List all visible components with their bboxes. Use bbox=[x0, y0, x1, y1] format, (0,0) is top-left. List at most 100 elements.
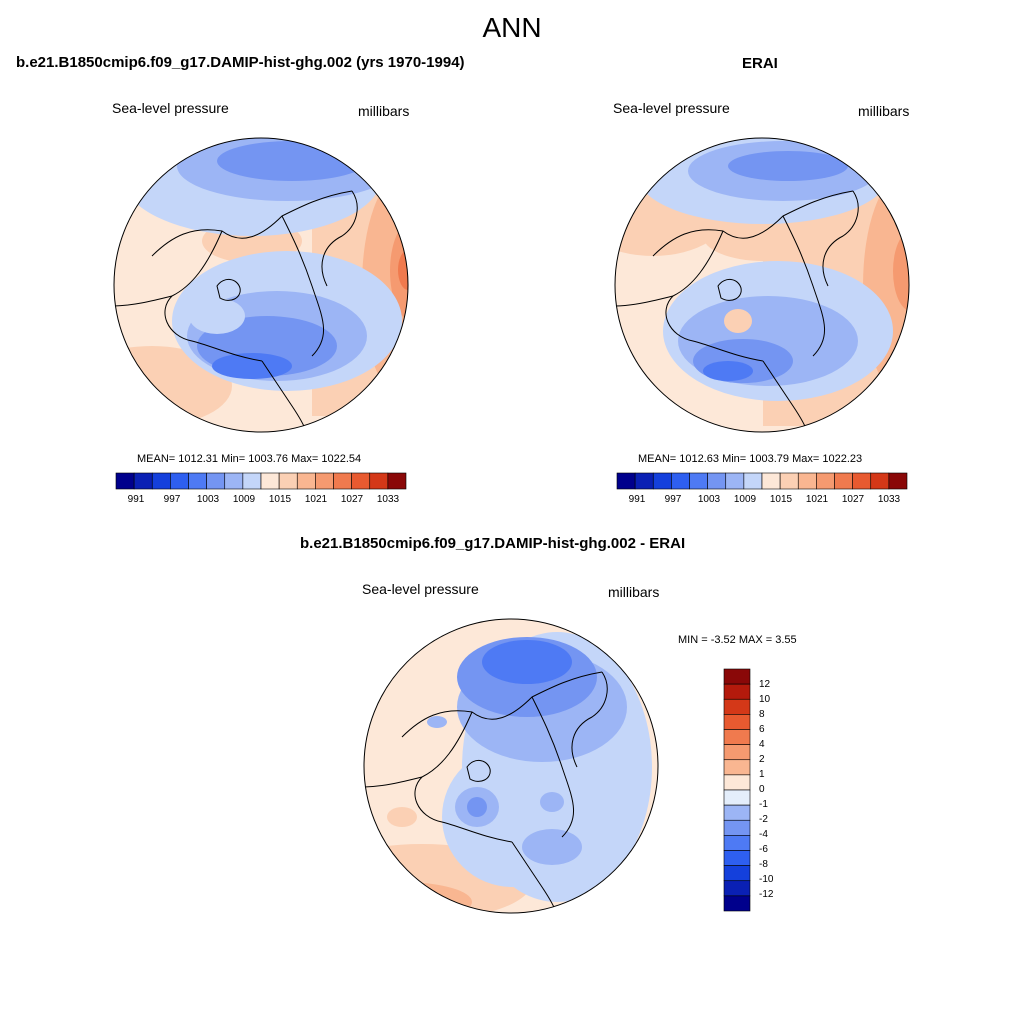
panel-1-title: b.e21.B1850cmip6.f09_g17.DAMIP-hist-ghg.… bbox=[16, 54, 465, 71]
colorbar-tick: 8 bbox=[759, 709, 765, 720]
colorbar-tick: 1003 bbox=[697, 494, 721, 505]
colorbar-swatch bbox=[816, 472, 835, 490]
colorbar-tick: -4 bbox=[759, 829, 768, 840]
colorbar-swatch bbox=[689, 472, 708, 490]
colorbar-tick: 1033 bbox=[376, 494, 400, 505]
colorbar-swatch bbox=[671, 472, 690, 490]
colorbar-tick: -6 bbox=[759, 844, 768, 855]
colorbar-tick: 12 bbox=[759, 679, 771, 690]
colorbar-swatch bbox=[634, 472, 654, 490]
colorbar-swatch bbox=[224, 472, 244, 490]
colorbar-swatch bbox=[870, 472, 890, 490]
panel-2-title: ERAI bbox=[742, 55, 778, 72]
colorbar-tick: 1021 bbox=[805, 494, 829, 505]
colorbar-tick: 4 bbox=[759, 739, 765, 750]
colorbar-swatch bbox=[723, 835, 751, 851]
colorbar-swatch bbox=[260, 472, 280, 490]
panel-1-polar-map bbox=[113, 137, 409, 433]
colorbar-swatch bbox=[723, 714, 751, 730]
colorbar-tick: 6 bbox=[759, 724, 765, 735]
colorbar-swatch bbox=[723, 759, 751, 776]
colorbar-swatch bbox=[278, 472, 298, 490]
panel-2-stats: MEAN= 1012.63 Min= 1003.79 Max= 1022.23 bbox=[638, 453, 863, 465]
colorbar-tick: 1027 bbox=[841, 494, 865, 505]
colorbar-tick: -2 bbox=[759, 814, 768, 825]
panel-3-colorbar bbox=[723, 668, 751, 912]
colorbar-swatch bbox=[652, 472, 672, 490]
colorbar-tick: 1009 bbox=[733, 494, 757, 505]
colorbar-tick: 997 bbox=[163, 494, 181, 505]
colorbar-swatch bbox=[115, 472, 135, 490]
colorbar-swatch bbox=[723, 789, 751, 806]
colorbar-swatch bbox=[723, 698, 751, 715]
panel-2-polar-map bbox=[614, 137, 910, 433]
colorbar-swatch bbox=[723, 819, 751, 836]
colorbar-swatch bbox=[351, 472, 371, 490]
panel-1-units: millibars bbox=[358, 103, 410, 119]
colorbar-swatch bbox=[761, 472, 781, 490]
colorbar-tick: 2 bbox=[759, 754, 765, 765]
panel-1-colorbar-ticks: 991 997 1003 1009 1015 1021 1027 1033 bbox=[116, 494, 406, 508]
colorbar-tick: -8 bbox=[759, 859, 768, 870]
panel-3-stats: MIN = -3.52 MAX = 3.55 bbox=[678, 634, 797, 646]
colorbar-swatch bbox=[834, 472, 853, 490]
colorbar-tick: 10 bbox=[759, 694, 771, 705]
colorbar-tick: 1027 bbox=[340, 494, 364, 505]
panel-3-units: millibars bbox=[608, 584, 660, 600]
colorbar-swatch bbox=[723, 683, 751, 700]
colorbar-swatch bbox=[888, 472, 908, 490]
colorbar-tick: 1033 bbox=[877, 494, 901, 505]
colorbar-tick: -1 bbox=[759, 799, 768, 810]
colorbar-swatch bbox=[170, 472, 189, 490]
colorbar-swatch bbox=[133, 472, 153, 490]
colorbar-swatch bbox=[333, 472, 352, 490]
colorbar-swatch bbox=[723, 850, 751, 866]
colorbar-swatch bbox=[188, 472, 207, 490]
colorbar-tick: 991 bbox=[628, 494, 646, 505]
colorbar-swatch bbox=[151, 472, 171, 490]
colorbar-tick: -10 bbox=[759, 874, 774, 885]
panel-3-colorbar-ticks: 12 10 8 6 4 2 1 0 -1 -2 -4 -6 -8 -10 -12 bbox=[759, 669, 799, 911]
colorbar-swatch bbox=[387, 472, 407, 490]
colorbar-swatch bbox=[725, 472, 745, 490]
colorbar-tick: 991 bbox=[127, 494, 145, 505]
colorbar-swatch bbox=[242, 472, 262, 490]
panel-3-variable: Sea-level pressure bbox=[362, 581, 479, 597]
colorbar-tick: 1021 bbox=[304, 494, 328, 505]
panel-2-colorbar-ticks: 991 997 1003 1009 1015 1021 1027 1033 bbox=[617, 494, 907, 508]
colorbar-swatch bbox=[707, 472, 727, 490]
colorbar-tick: -12 bbox=[759, 889, 774, 900]
colorbar-swatch bbox=[723, 774, 751, 791]
colorbar-tick: 997 bbox=[664, 494, 682, 505]
colorbar-tick: 1 bbox=[759, 769, 765, 780]
colorbar-swatch bbox=[616, 472, 636, 490]
colorbar-swatch bbox=[723, 744, 751, 761]
colorbar-swatch bbox=[852, 472, 872, 490]
panel-3-title: b.e21.B1850cmip6.f09_g17.DAMIP-hist-ghg.… bbox=[300, 535, 686, 552]
colorbar-swatch bbox=[723, 880, 751, 897]
colorbar-swatch bbox=[743, 472, 763, 490]
panel-1-variable: Sea-level pressure bbox=[112, 100, 229, 116]
panel-2-colorbar bbox=[616, 472, 908, 490]
colorbar-swatch bbox=[723, 895, 751, 912]
panel-1-stats: MEAN= 1012.31 Min= 1003.76 Max= 1022.54 bbox=[137, 453, 362, 465]
colorbar-tick: 1015 bbox=[769, 494, 793, 505]
colorbar-swatch bbox=[723, 668, 751, 685]
colorbar-swatch bbox=[779, 472, 799, 490]
colorbar-tick: 0 bbox=[759, 784, 765, 795]
colorbar-swatch bbox=[723, 804, 751, 821]
page-title: ANN bbox=[482, 12, 542, 43]
colorbar-swatch bbox=[206, 472, 226, 490]
colorbar-tick: 1003 bbox=[196, 494, 220, 505]
colorbar-swatch bbox=[723, 865, 751, 882]
panel-2-units: millibars bbox=[858, 103, 910, 119]
colorbar-tick: 1009 bbox=[232, 494, 256, 505]
colorbar-swatch bbox=[315, 472, 334, 490]
colorbar-tick: 1015 bbox=[268, 494, 292, 505]
panel-1-colorbar bbox=[115, 472, 407, 490]
panel-3-polar-map bbox=[363, 618, 659, 914]
panel-2-variable: Sea-level pressure bbox=[613, 100, 730, 116]
colorbar-swatch bbox=[723, 729, 751, 745]
colorbar-swatch bbox=[296, 472, 316, 490]
colorbar-swatch bbox=[369, 472, 389, 490]
